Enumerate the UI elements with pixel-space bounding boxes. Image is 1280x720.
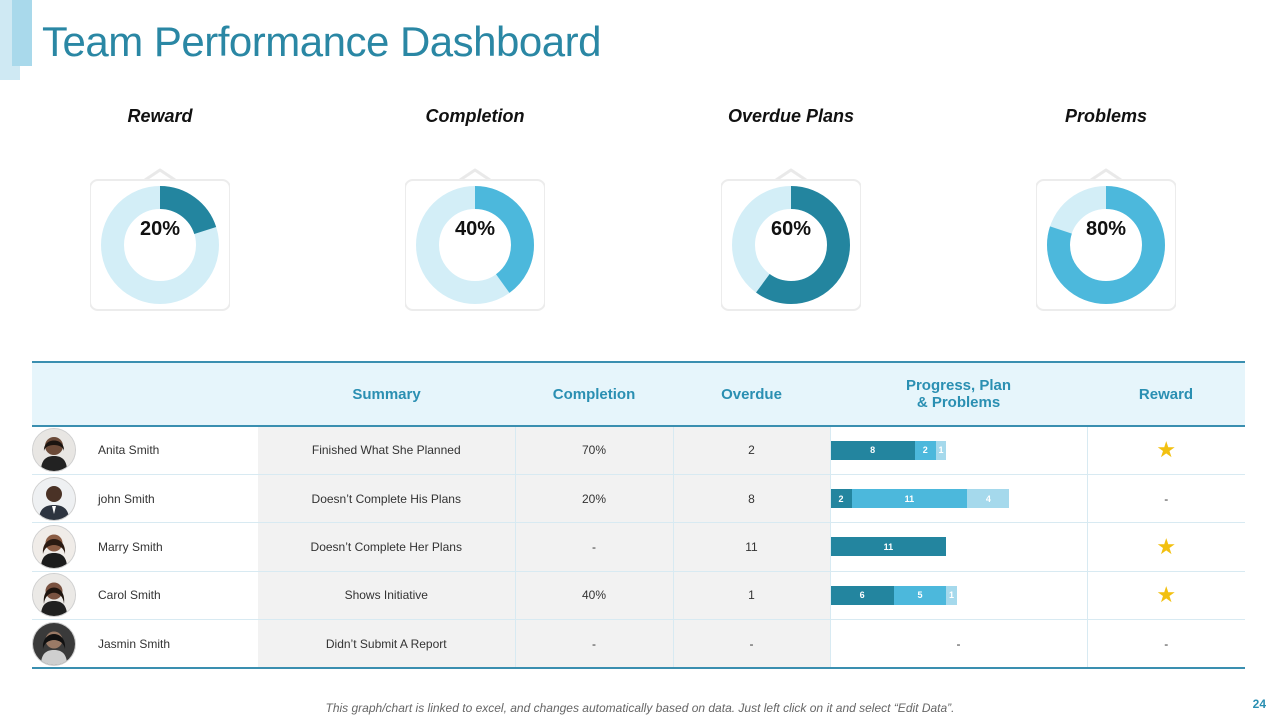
overdue-cell: - — [673, 619, 831, 669]
kpi-completion: Completion 40% — [375, 100, 575, 320]
overdue-cell: 8 — [673, 474, 831, 524]
kpi-title: Problems — [1064, 106, 1148, 126]
reward-cell: ★ — [1087, 426, 1245, 475]
summary-cell: Finished What She Planned — [258, 426, 516, 475]
name-cell: john Smith — [32, 474, 258, 524]
name-cell: Jasmin Smith — [32, 619, 258, 669]
overdue-cell: 2 — [673, 426, 831, 475]
donut-chart[interactable] — [90, 135, 230, 315]
header-reward: Reward — [1087, 361, 1245, 427]
avatar — [32, 476, 76, 521]
stacked-bar[interactable]: 11 — [830, 537, 1087, 557]
name-cell: Anita Smith — [32, 426, 258, 475]
donut-segment[interactable] — [416, 186, 534, 304]
kpi-title: Overdue Plans — [727, 106, 855, 126]
completion-cell: 40% — [515, 571, 674, 621]
overdue-cell: 1 — [673, 571, 831, 621]
donut-segment[interactable] — [1047, 186, 1165, 304]
donut-chart[interactable] — [1036, 135, 1176, 315]
table-row[interactable]: Anita Smith Finished What She Planned 70… — [32, 426, 1245, 475]
person-name: Carol Smith — [98, 588, 161, 603]
header-progress-line2: & Problems — [916, 394, 1001, 411]
bar-segment[interactable]: 2 — [914, 440, 936, 460]
name-cell: Marry Smith — [32, 522, 258, 572]
kpi-overdue-plans: Overdue Plans 60% — [691, 100, 891, 320]
header-progress: Progress, Plan & Problems — [830, 361, 1087, 427]
reward-cell: ★ — [1087, 571, 1245, 621]
overdue-cell: 11 — [673, 522, 831, 572]
table-header-row: Summary Completion Overdue Progress, Pla… — [32, 361, 1245, 427]
header-completion: Completion — [515, 361, 673, 427]
stacked-bar[interactable]: 2 11 4 — [830, 489, 1087, 509]
kpi-value: 40% — [454, 218, 496, 240]
header-name — [32, 361, 258, 427]
donut-chart[interactable] — [721, 135, 861, 315]
bar-segment[interactable]: 8 — [830, 440, 915, 460]
bar-segment[interactable]: 1 — [935, 440, 947, 460]
reward-cell: - — [1087, 474, 1245, 524]
progress-empty: - — [956, 636, 961, 651]
summary-cell: Didn’t Submit A Report — [258, 619, 516, 669]
progress-bar-cell: - — [830, 619, 1088, 669]
person-name: Marry Smith — [98, 539, 163, 554]
kpi-value: 20% — [139, 218, 181, 240]
kpi-reward: Reward 20% — [60, 100, 260, 320]
kpi-title: Reward — [127, 106, 193, 126]
avatar — [32, 621, 76, 666]
page-number: 24 — [1252, 697, 1266, 711]
bar-segment[interactable]: 1 — [946, 585, 957, 605]
completion-cell: 20% — [515, 474, 674, 524]
avatar — [32, 524, 76, 569]
person-name: Jasmin Smith — [98, 636, 171, 651]
kpi-problems: Problems 80% — [1006, 100, 1206, 320]
completion-cell: - — [515, 619, 674, 669]
title-accent-dark — [12, 0, 32, 66]
name-cell: Carol Smith — [32, 571, 258, 621]
header-summary: Summary — [258, 361, 515, 427]
bar-segment[interactable]: 2 — [830, 489, 852, 509]
reward-mark: - — [1164, 491, 1169, 506]
reward-mark: ★ — [1156, 582, 1177, 608]
header-overdue: Overdue — [673, 361, 830, 427]
bar-segment[interactable]: 4 — [967, 489, 1010, 509]
team-table: Summary Completion Overdue Progress, Pla… — [32, 361, 1245, 669]
reward-cell: - — [1087, 619, 1245, 669]
kpi-value: 80% — [1085, 218, 1127, 240]
footer-note: This graph/chart is linked to excel, and… — [325, 701, 955, 715]
summary-cell: Doesn’t Complete Her Plans — [258, 522, 516, 572]
completion-cell: 70% — [515, 426, 674, 475]
donut-segment[interactable] — [732, 186, 850, 304]
kpi-value: 60% — [770, 218, 812, 240]
progress-bar-cell: 2 11 4 — [830, 474, 1088, 524]
bar-segment[interactable]: 5 — [893, 585, 947, 605]
reward-cell: ★ — [1087, 522, 1245, 572]
completion-cell: - — [515, 522, 674, 572]
bar-segment[interactable]: 11 — [851, 489, 968, 509]
summary-cell: Shows Initiative — [258, 571, 516, 621]
reward-mark: - — [1164, 636, 1169, 651]
reward-mark: ★ — [1156, 437, 1177, 463]
page-title: Team Performance Dashboard — [42, 18, 601, 65]
person-name: john Smith — [98, 491, 155, 506]
person-name: Anita Smith — [98, 443, 160, 458]
table-row[interactable]: Jasmin Smith Didn’t Submit A Report - - … — [32, 619, 1245, 669]
reward-mark: ★ — [1156, 533, 1177, 559]
avatar — [32, 573, 76, 618]
header-progress-line1: Progress, Plan — [905, 377, 1012, 394]
donut-chart[interactable] — [405, 135, 545, 315]
bar-segment[interactable]: 6 — [830, 585, 894, 605]
progress-bar-cell: 11 — [830, 522, 1088, 572]
summary-cell: Doesn’t Complete His Plans — [258, 474, 516, 524]
bar-segment[interactable]: 11 — [830, 537, 947, 557]
avatar — [32, 428, 76, 473]
kpi-title: Completion — [425, 106, 525, 126]
table-row[interactable]: john Smith Doesn’t Complete His Plans 20… — [32, 474, 1245, 524]
table-row[interactable]: Marry Smith Doesn’t Complete Her Plans -… — [32, 522, 1245, 572]
donut-segment[interactable] — [101, 186, 219, 304]
